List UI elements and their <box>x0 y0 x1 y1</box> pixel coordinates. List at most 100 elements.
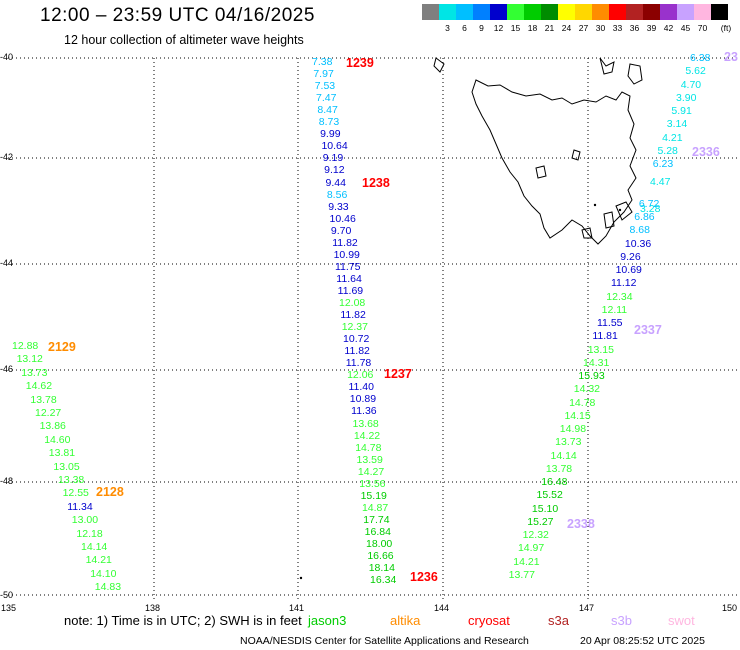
wave-height-value: 9.19 <box>322 152 344 165</box>
scale-swatch <box>694 4 711 20</box>
wave-height-value: 7.97 <box>313 68 334 81</box>
lon-label: 147 <box>579 603 595 613</box>
wave-height-value: 14.14 <box>81 541 108 553</box>
wave-height-value: 17.74 <box>363 513 390 526</box>
wave-height-value: 7.38 <box>312 56 333 68</box>
wave-height-value: 8.47 <box>317 104 338 117</box>
legend-item-cryosat: cryosat <box>468 613 510 628</box>
wave-height-value: 14.27 <box>357 465 385 478</box>
wave-height-value: 12.32 <box>522 529 549 541</box>
wave-height-value: 13.68 <box>352 417 379 430</box>
wave-height-value: 7.53 <box>314 80 336 93</box>
scale-label: 36 <box>629 23 640 33</box>
lat-label: -46 <box>0 364 14 374</box>
wave-height-value: 13.78 <box>30 393 57 406</box>
track-time-label: 2337 <box>634 323 662 337</box>
wave-height-value: 11.82 <box>344 345 370 358</box>
wave-height-value: 13.81 <box>48 447 76 460</box>
graticule <box>8 57 738 600</box>
generation-timestamp: 20 Apr 08:25:52 UTC 2025 <box>580 635 705 647</box>
scale-swatch <box>626 4 643 20</box>
wave-height-value: 13.86 <box>39 420 66 433</box>
wave-height-value: 14.21 <box>85 554 112 567</box>
wave-height-value: 11.78 <box>345 357 372 370</box>
legend-item-s3b: s3b <box>611 613 632 628</box>
credit-line: NOAA/NESDIS Center for Satellite Applica… <box>240 635 529 647</box>
wave-height-value: 14.62 <box>25 380 53 393</box>
scale-label: 30 <box>595 23 606 33</box>
wave-height-value: 12.88 <box>12 340 39 352</box>
wave-height-value: 12.34 <box>606 290 633 303</box>
wave-height-value: 12.06 <box>347 369 374 382</box>
wave-height-value: 11.36 <box>351 405 377 418</box>
wave-height-value: 8.73 <box>318 116 340 129</box>
track-time-label: 2128 <box>96 485 124 499</box>
wave-height-value: 14.83 <box>94 581 122 594</box>
lon-label: 135 <box>1 603 17 613</box>
track-time-label: 23 <box>724 50 738 64</box>
track-time-label: 2336 <box>692 145 720 159</box>
wave-height-value: 3.90 <box>676 91 697 104</box>
scale-label: 18 <box>527 23 538 33</box>
scale-label: 33 <box>612 23 623 33</box>
wave-height-value: 11.40 <box>348 381 374 394</box>
wave-height-value: 18.14 <box>368 562 395 575</box>
lat-label: -50 <box>0 590 14 600</box>
scale-swatch <box>439 4 456 20</box>
scale-swatch <box>558 4 575 20</box>
scale-swatch <box>490 4 507 20</box>
wave-height-value: 3.14 <box>666 118 688 131</box>
wave-height-value: 11.82 <box>332 236 358 249</box>
lon-label: 138 <box>145 603 161 613</box>
wave-height-value: 9.44 <box>325 176 346 189</box>
wave-height-value: 13.78 <box>545 462 573 475</box>
wave-height-value: 3.28 <box>640 203 661 215</box>
wave-height-value: 14.14 <box>550 449 577 462</box>
wave-height-value: 18.00 <box>366 538 393 550</box>
track-time-label: 1239 <box>346 56 374 70</box>
tasmania-coastline <box>433 57 643 245</box>
wave-height-value: 16.66 <box>367 550 394 563</box>
scale-label: 45 <box>680 23 691 33</box>
wave-height-value: 15.19 <box>360 489 387 502</box>
wave-height-value: 14.97 <box>517 542 545 555</box>
wave-height-value: 10.46 <box>329 212 356 225</box>
track-dots <box>299 203 622 580</box>
scale-swatch <box>456 4 473 20</box>
wave-height-value: 14.60 <box>44 433 71 446</box>
wave-height-value: 4.21 <box>662 131 683 144</box>
map-title: 12:00 – 23:59 UTC 04/16/2025 <box>40 5 315 26</box>
wave-height-value: 14.15 <box>564 409 591 422</box>
lon-label: 144 <box>434 603 450 613</box>
lon-label: 141 <box>289 603 305 613</box>
wave-height-value: 11.34 <box>67 500 93 513</box>
wave-height-value: 12.55 <box>62 487 89 500</box>
wave-height-value: 12.08 <box>339 297 366 309</box>
scale-label: 39 <box>646 23 657 33</box>
lat-label: -44 <box>0 258 14 268</box>
scale-swatch <box>643 4 660 20</box>
wave-height-value: 9.99 <box>320 128 341 141</box>
scale-label: 12 <box>493 23 504 33</box>
scale-swatch <box>711 4 728 20</box>
wave-height-value: 6.72 <box>638 197 660 210</box>
wave-height-value: 5.28 <box>657 144 678 157</box>
wave-height-value: 9.26 <box>620 250 641 263</box>
lat-label: -40 <box>0 52 14 62</box>
wave-height-value: 11.82 <box>340 309 366 322</box>
legend-item-altika: altika <box>390 613 421 628</box>
track-time-label: 1236 <box>410 570 438 584</box>
scale-swatch <box>473 4 490 20</box>
wave-height-value: 11.75 <box>334 260 361 273</box>
wave-height-value: 14.78 <box>569 396 596 409</box>
scale-swatch <box>422 4 439 20</box>
wave-height-value: 13.05 <box>53 460 80 473</box>
wave-height-value: 11.81 <box>592 330 618 343</box>
wave-height-value: 9.33 <box>328 200 349 213</box>
scale-label: 15 <box>510 23 521 33</box>
wave-height-value: 14.31 <box>583 356 610 369</box>
wave-height-value: 13.73 <box>555 436 582 449</box>
wave-height-value: 12.27 <box>35 407 62 419</box>
wave-height-value: 7.47 <box>316 92 337 105</box>
